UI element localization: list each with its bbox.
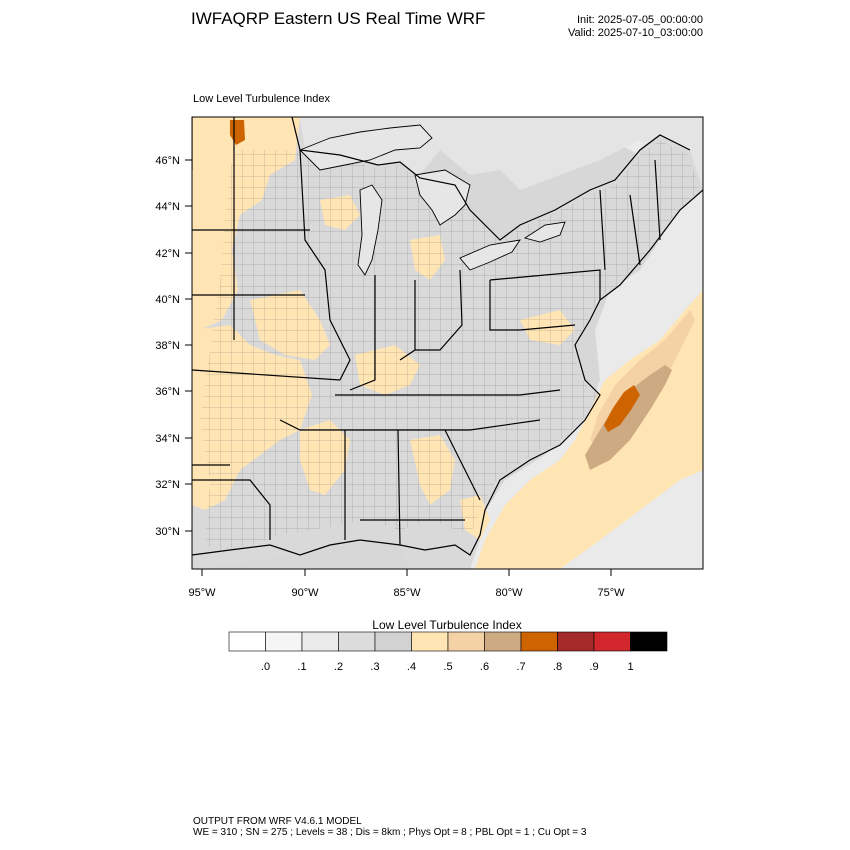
map-subtitle: Low Level Turbulence Index — [193, 93, 330, 105]
colorbar-swatch-6 — [447, 631, 485, 652]
lat-label-44: 44°N — [155, 201, 180, 213]
colorbar-labels: .0 .1 .2 .3 .4 .5 .6 .7 .8 .9 1 — [261, 661, 634, 673]
turbulence-0.7-0.8-ocean — [604, 385, 640, 432]
colorbar-label-0: .0 — [261, 661, 270, 673]
colorbar-swatch-10 — [593, 631, 631, 652]
turbulence-0.6-0.7 — [585, 365, 672, 470]
lat-label-32: 32°N — [155, 479, 180, 491]
lon-label-85: 85°W — [393, 587, 421, 599]
colorbar-label-9: .9 — [589, 661, 598, 673]
map-plot-area — [192, 117, 703, 569]
valid-time: Valid: 2025-07-10_03:00:00 — [568, 27, 703, 39]
colorbar-label-4: .4 — [407, 661, 416, 673]
lon-label-80: 80°W — [495, 587, 523, 599]
colorbar-label-5: .5 — [443, 661, 452, 673]
footer-line-2: WE = 310 ; SN = 275 ; Levels = 38 ; Dis … — [193, 827, 587, 838]
lake-superior — [299, 124, 433, 171]
lat-label-38: 38°N — [155, 340, 180, 352]
lat-axis — [185, 159, 192, 532]
colorbar-swatch-9 — [557, 631, 595, 652]
colorbar — [228, 631, 668, 652]
init-time: Init: 2025-07-05_00:00:00 — [577, 14, 703, 26]
colorbar-swatch-0 — [228, 631, 266, 652]
lon-labels: 95°W 90°W 85°W 80°W 75°W — [188, 587, 625, 599]
colorbar-swatch-1 — [265, 631, 303, 652]
colorbar-swatch-7 — [484, 631, 522, 652]
colorbar-label-10: 1 — [627, 661, 633, 673]
lake-ontario — [523, 221, 566, 243]
lake-michigan — [357, 184, 383, 276]
colorbar-label-1: .1 — [297, 661, 306, 673]
map-frame — [191, 116, 704, 570]
colorbar-label-8: .8 — [553, 661, 562, 673]
lat-label-30: 30°N — [155, 526, 180, 538]
lake-huron — [414, 169, 471, 226]
county-lines — [200, 140, 700, 550]
lon-label-90: 90°W — [291, 587, 319, 599]
colorbar-swatch-11 — [630, 631, 668, 652]
colorbar-swatch-8 — [520, 631, 558, 652]
colorbar-label-6: .6 — [480, 661, 489, 673]
lat-label-40: 40°N — [155, 294, 180, 306]
colorbar-title: Low Level Turbulence Index — [372, 618, 521, 632]
lat-labels: 46°N 44°N 42°N 40°N 38°N 36°N 34°N 32°N … — [155, 155, 180, 538]
lon-label-75: 75°W — [597, 587, 625, 599]
model-footer: OUTPUT FROM WRF V4.6.1 MODEL WE = 310 ; … — [193, 816, 586, 838]
lat-label-46: 46°N — [155, 155, 180, 167]
footer-line-1: OUTPUT FROM WRF V4.6.1 MODEL — [193, 816, 362, 827]
canada-border — [192, 117, 691, 241]
lat-label-42: 42°N — [155, 248, 180, 260]
plot-title: IWFAQRP Eastern US Real Time WRF — [191, 9, 486, 28]
state-borders — [192, 117, 661, 546]
great-lakes — [299, 124, 566, 276]
colorbar-label-2: .2 — [334, 661, 343, 673]
lon-axis — [201, 569, 612, 576]
init-valid-times: Init: 2025-07-05_00:00:00 Valid: 2025-07… — [520, 14, 703, 40]
lake-erie — [459, 239, 521, 271]
colorbar-swatch-4 — [374, 631, 412, 652]
colorbar-swatch-3 — [338, 631, 376, 652]
lat-label-34: 34°N — [155, 433, 180, 445]
coastline — [192, 189, 703, 556]
lon-label-95: 95°W — [188, 587, 216, 599]
colorbar-swatch-5 — [411, 631, 449, 652]
colorbar-label-7: .7 — [516, 661, 525, 673]
colorbar-label-3: .3 — [370, 661, 379, 673]
lat-label-36: 36°N — [155, 386, 180, 398]
colorbar-swatch-2 — [301, 631, 339, 652]
